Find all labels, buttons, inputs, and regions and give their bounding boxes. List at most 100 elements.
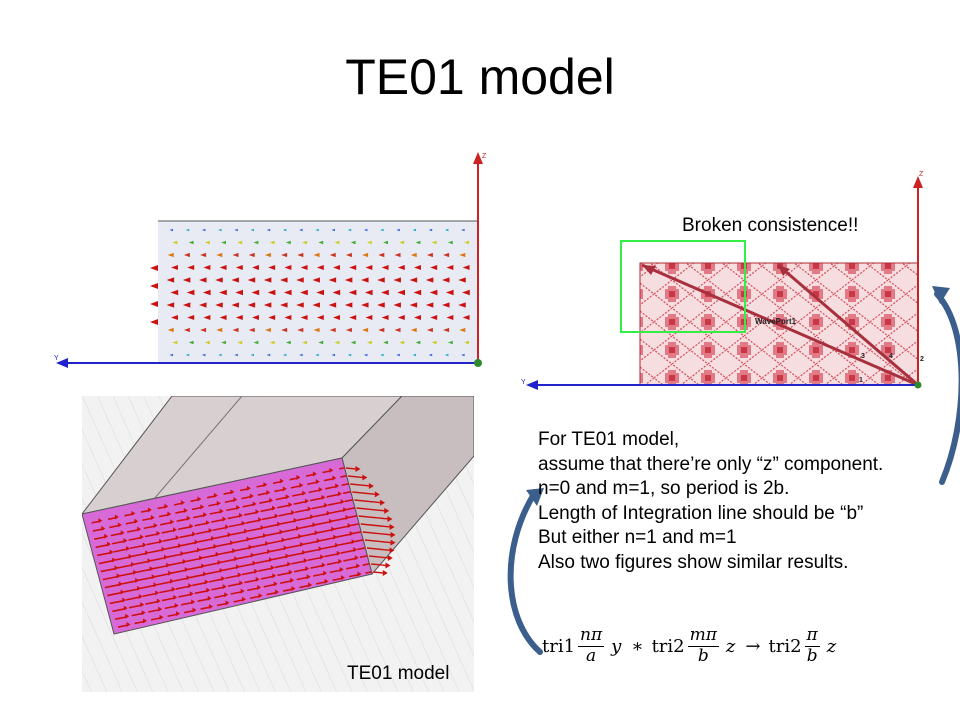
field-arrow-icon: [267, 549, 272, 555]
field-arrow: [142, 592, 158, 598]
field-arrow-icon: [380, 353, 384, 357]
field-arrow-icon: [263, 277, 272, 283]
field-arrow-icon: [290, 577, 295, 583]
field-arrow-icon: [464, 340, 469, 345]
field-arrow: [100, 567, 117, 573]
origin-marker-icon: [474, 359, 482, 367]
field-arrow-icon: [381, 265, 389, 270]
field-arrow-icon: [293, 517, 298, 523]
field-arrow: [260, 575, 275, 580]
field-arrow-icon: [215, 277, 223, 283]
field-arrow-icon: [410, 252, 417, 258]
field-arrow-icon: [209, 603, 214, 609]
field-arrow-icon: [326, 510, 331, 516]
field-arrow: [310, 564, 324, 569]
field-arrow: [356, 507, 386, 512]
field-arrow-icon: [182, 277, 191, 283]
field-arrow-icon: [176, 611, 181, 617]
field-arrow: [324, 552, 339, 558]
field-arrow-icon: [321, 494, 326, 500]
field-arrow: [282, 528, 299, 533]
field-arrow: [161, 529, 176, 534]
field-arrow-icon: [331, 228, 335, 232]
field-arrow-icon: [377, 302, 385, 308]
explanation-line: Also two figures show similar results.: [538, 551, 849, 573]
field-arrow-icon: [218, 353, 222, 357]
field-arrow: [222, 566, 239, 572]
field-arrow-icon: [414, 265, 421, 270]
field-arrow-icon: [166, 277, 175, 283]
field-arrow-icon: [328, 277, 337, 283]
field-arrow: [358, 515, 389, 520]
field-arrow: [131, 612, 144, 617]
field-arrow-icon: [138, 593, 143, 599]
field-arrow-icon: [431, 240, 437, 245]
field-arrow-icon: [216, 327, 223, 333]
formula-operator: ∗: [631, 635, 644, 657]
field-arrow: [333, 525, 350, 530]
field-arrow: [227, 515, 242, 520]
field-arrow-icon: [270, 565, 275, 571]
field-arrow: [199, 546, 216, 551]
field-arrow: [203, 562, 220, 567]
field-arrow-icon: [171, 586, 176, 592]
field-arrow-icon: [189, 523, 194, 529]
field-arrow-icon: [377, 277, 385, 283]
field-arrow-icon: [296, 525, 301, 531]
field-arrow: [309, 497, 324, 502]
field-arrow-icon: [172, 340, 178, 345]
field-arrow: [236, 554, 253, 560]
field-arrow-icon: [114, 565, 119, 571]
field-arrow-icon: [331, 353, 335, 357]
field-arrow-icon: [104, 533, 109, 539]
line-label-2: 2: [920, 356, 924, 363]
field-arrow-icon: [428, 353, 433, 357]
waveguide-edge: [153, 396, 243, 500]
field-arrow-icon: [282, 228, 287, 232]
field-arrow-icon: [123, 605, 128, 611]
field-arrow: [288, 552, 305, 557]
formula-numerator: π: [804, 625, 820, 647]
field-arrow-icon: [335, 483, 340, 489]
field-arrow-icon: [318, 487, 323, 492]
field-arrow-icon: [235, 315, 243, 320]
field-arrow-icon: [186, 575, 191, 581]
field-arrow-icon: [300, 265, 308, 270]
field-arrow-icon: [383, 340, 388, 345]
field-arrow-icon: [233, 497, 238, 503]
field-arrow: [163, 537, 178, 542]
field-arrow-icon: [462, 265, 470, 270]
field-arrow-icon: [396, 228, 400, 232]
field-arrow-icon: [167, 511, 172, 517]
field-arrow: [373, 571, 384, 574]
formula-variable: z: [725, 635, 736, 657]
field-arrow-icon: [239, 580, 244, 586]
field-arrow: [265, 531, 282, 537]
field-arrow-icon: [221, 240, 226, 245]
field-arrow-icon: [221, 340, 226, 345]
field-arrow-icon: [186, 515, 191, 521]
figure-caption: TE01 model: [347, 663, 450, 684]
field-arrow-icon: [298, 533, 303, 539]
field-arrow: [245, 519, 261, 524]
field-arrow-icon: [329, 327, 336, 333]
field-arrow-icon: [280, 302, 288, 308]
field-arrow-icon: [361, 277, 369, 283]
field-arrow-icon: [284, 315, 292, 320]
field-arrow: [343, 557, 357, 562]
field-arrow-icon: [271, 505, 276, 511]
field-arrow-icon: [381, 289, 389, 296]
field-arrow: [247, 527, 263, 532]
field-arrow-icon: [389, 547, 395, 554]
field-arrow-icon: [412, 228, 416, 232]
field-arrow: [362, 531, 392, 536]
field-arrow-icon: [444, 353, 449, 357]
field-arrow-icon: [303, 557, 308, 563]
field-arrow-icon: [442, 277, 450, 283]
formula-denominator: a: [586, 645, 597, 666]
field-arrow-icon: [116, 573, 121, 579]
formula-operator: →: [745, 635, 761, 657]
field-arrow-icon: [139, 534, 144, 540]
field-arrow-icon: [140, 602, 145, 608]
field-arrow-icon: [264, 327, 271, 333]
